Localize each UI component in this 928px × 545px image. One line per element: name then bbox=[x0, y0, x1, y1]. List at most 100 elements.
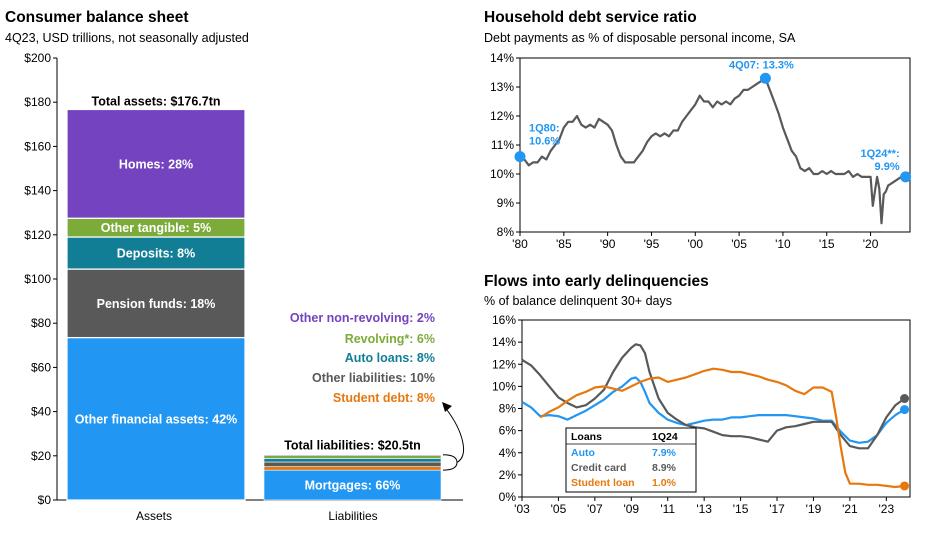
delinq-y-tick-label: 6% bbox=[499, 424, 517, 438]
liabilities-segment bbox=[263, 458, 442, 463]
liability-callout-label: Other liabilities: 10% bbox=[312, 371, 435, 385]
legend-row-value: 7.9% bbox=[652, 447, 677, 459]
liabilities-segment bbox=[263, 466, 442, 471]
delinq-series-end-marker bbox=[900, 405, 910, 415]
delinquency-chart: 0% 2% 4% 6% 8% 10% 12% 14% 16% '03 '05 '07 '09 '11 '13… bbox=[492, 313, 911, 516]
liabilities-category-label: Liabilities bbox=[328, 509, 377, 523]
delinq-title: Flows into early delinquencies bbox=[484, 273, 709, 290]
liabilities-segment bbox=[263, 461, 442, 467]
dsr-peak-label: 4Q07: 13.3% bbox=[729, 59, 794, 71]
delinq-x-tick-label: '05 bbox=[551, 502, 567, 516]
dsr-y-tick-label: 9% bbox=[497, 196, 515, 210]
delinq-y-tick-label: 16% bbox=[492, 313, 516, 327]
legend-header-date: 1Q24 bbox=[652, 431, 678, 443]
delinq-x-tick-label: '11 bbox=[660, 502, 675, 516]
liability-callout-label: Student debt: 8% bbox=[333, 391, 435, 405]
delinq-x-tick-label: '19 bbox=[806, 502, 822, 516]
dsr-x-tick-label: '80 bbox=[512, 237, 528, 251]
balance-y-tick-label: $200 bbox=[24, 51, 51, 65]
delinq-series-end-marker bbox=[900, 394, 910, 404]
assets-segment-label: Deposits: 8% bbox=[117, 247, 196, 261]
legend-row-value: 1.0% bbox=[652, 477, 677, 489]
legend-row-name: Credit card bbox=[571, 462, 626, 474]
balance-y-tick-label: $0 bbox=[38, 493, 52, 507]
dsr-y-tick-label: 8% bbox=[497, 225, 515, 239]
legend-row-name: Student loan bbox=[571, 477, 635, 489]
dsr-x-tick-label: '05 bbox=[731, 237, 747, 251]
assets-segment-label: Other financial assets: 42% bbox=[75, 412, 238, 426]
liability-callout-label: Other non-revolving: 2% bbox=[290, 311, 435, 325]
balance-y-tick-label: $120 bbox=[24, 228, 51, 242]
dsr-y-tick-label: 12% bbox=[490, 109, 514, 123]
balance-y-tick-label: $100 bbox=[24, 272, 51, 286]
dsr-x-tick-label: '10 bbox=[775, 237, 791, 251]
delinq-y-tick-label: 4% bbox=[499, 446, 517, 460]
balance-y-tick-label: $40 bbox=[31, 405, 51, 419]
delinq-y-tick-label: 12% bbox=[492, 357, 516, 371]
dsr-title: Household debt service ratio bbox=[484, 9, 697, 26]
liabilities-segment bbox=[263, 455, 442, 459]
balance-sheet-chart: $0 $20 $40 $60 $80 $100 $120 $140 $160 $180 $200 As… bbox=[24, 51, 465, 523]
assets-total-label: Total assets: $176.7tn bbox=[92, 94, 221, 108]
delinq-x-tick-label: '09 bbox=[623, 502, 639, 516]
delinq-legend: Loans 1Q24 Auto 7.9% Credit card 8.9% Student … bbox=[565, 427, 697, 493]
dsr-x-tick-label: '90 bbox=[600, 237, 616, 251]
dsr-y-tick-label: 11% bbox=[491, 138, 514, 152]
assets-segment bbox=[66, 236, 246, 270]
delinq-y-tick-label: 8% bbox=[499, 402, 517, 416]
assets-category-label: Assets bbox=[136, 509, 172, 523]
delinq-x-tick-label: '03 bbox=[514, 502, 530, 516]
assets-segment-label: Pension funds: 18% bbox=[97, 297, 216, 311]
delinq-y-tick-label: 14% bbox=[492, 335, 516, 349]
dsr-latest-label: 1Q24**: bbox=[860, 148, 899, 160]
balance-subtitle: 4Q23, USD trillions, not seasonally adju… bbox=[5, 31, 249, 45]
balance-y-tick-label: $160 bbox=[24, 139, 51, 153]
dsr-plot-frame bbox=[519, 57, 911, 233]
liability-callout-label: Revolving*: 6% bbox=[345, 332, 435, 346]
dsr-series-line bbox=[519, 77, 906, 225]
delinq-subtitle: % of balance delinquent 30+ days bbox=[484, 294, 672, 308]
dsr-subtitle: Debt payments as % of disposable persona… bbox=[484, 31, 796, 45]
delinq-series-line bbox=[539, 367, 905, 489]
delinq-y-tick-label: 10% bbox=[492, 379, 516, 393]
legend-row-value: 8.9% bbox=[652, 462, 677, 474]
callout-arrow-line bbox=[446, 409, 465, 463]
delinq-x-tick-label: '13 bbox=[696, 502, 712, 516]
delinq-y-tick-label: 2% bbox=[499, 468, 517, 482]
delinq-x-tick-label: '21 bbox=[842, 502, 858, 516]
dsr-start-value: 10.6% bbox=[529, 136, 560, 148]
liabilities-segment bbox=[263, 454, 442, 456]
dsr-latest-value: 9.9% bbox=[875, 161, 900, 173]
balance-title: Consumer balance sheet bbox=[5, 9, 189, 26]
dsr-y-tick-label: 13% bbox=[490, 80, 514, 94]
dsr-y-tick-label: 10% bbox=[490, 167, 514, 181]
dsr-start-marker bbox=[514, 151, 526, 163]
dsr-x-tick-label: '85 bbox=[556, 237, 572, 251]
mortgages-label: Mortgages: 66% bbox=[305, 479, 401, 493]
delinq-x-tick-label: '07 bbox=[587, 502, 603, 516]
legend-header-loans: Loans bbox=[571, 431, 602, 443]
dsr-x-tick-label: '00 bbox=[687, 237, 703, 251]
dsr-chart: 8% 9% 10% 11% 12% 13% 14% '80 '85 '90 '95 '00 '05 '10… bbox=[490, 51, 912, 251]
balance-y-tick-label: $80 bbox=[31, 316, 51, 330]
delinq-x-tick-label: '15 bbox=[733, 502, 749, 516]
assets-segment bbox=[66, 108, 246, 219]
callout-arrow-head bbox=[442, 402, 452, 412]
delinq-legend-box bbox=[565, 427, 697, 493]
legend-row-name: Auto bbox=[571, 447, 595, 459]
liabilities-bracket bbox=[442, 454, 458, 471]
liabilities-total-label: Total liabilities: $20.5tn bbox=[284, 439, 421, 453]
balance-y-tick-label: $20 bbox=[31, 449, 51, 463]
delinq-y-tick-label: 0% bbox=[499, 490, 517, 504]
assets-segment bbox=[66, 336, 246, 501]
liabilities-segment bbox=[263, 469, 442, 501]
balance-y-tick-label: $140 bbox=[24, 184, 51, 198]
assets-segment bbox=[66, 268, 246, 339]
dsr-x-tick-label: '15 bbox=[819, 237, 835, 251]
balance-y-tick-label: $180 bbox=[24, 95, 51, 109]
dsr-x-tick-label: '20 bbox=[863, 237, 879, 251]
delinq-x-tick-label: '17 bbox=[769, 502, 785, 516]
delinq-x-tick-label: '23 bbox=[878, 502, 894, 516]
dsr-peak-marker bbox=[759, 72, 771, 84]
